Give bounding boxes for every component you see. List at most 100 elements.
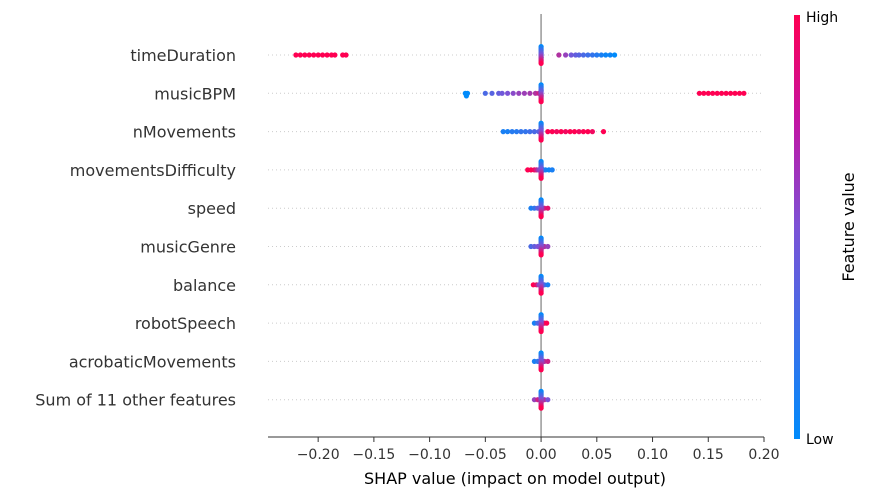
shap-point (589, 129, 596, 135)
feature-label: Sum of 11 other features (35, 391, 236, 410)
shap-point (538, 405, 544, 411)
shap-point (538, 175, 544, 181)
feature-label: acrobaticMovements (69, 352, 236, 371)
shap-point (311, 52, 317, 58)
shap-point (500, 129, 506, 135)
colorbar-high-label: High (806, 10, 838, 26)
shap-point (545, 243, 551, 250)
shap-point (516, 90, 522, 96)
shap-point (576, 52, 582, 58)
shap-point (518, 129, 524, 135)
shap-point (580, 52, 587, 58)
shap-point (538, 367, 544, 373)
shap-point (489, 90, 495, 96)
shap-point (603, 52, 609, 58)
shap-point (522, 129, 529, 135)
colorbar-gradient (794, 15, 800, 439)
shap-point (464, 90, 471, 96)
shap-point (315, 52, 321, 58)
feature-label: robotSpeech (135, 314, 236, 333)
shap-point (701, 90, 707, 96)
x-tick-label: 0.05 (581, 447, 612, 463)
shap-point (538, 214, 544, 220)
shap-point (343, 52, 349, 58)
x-tick-label: 0.00 (525, 447, 556, 463)
shap-point (293, 52, 299, 58)
shap-point (538, 60, 544, 66)
shap-point (741, 90, 747, 96)
x-axis-title: SHAP value (impact on model output) (364, 469, 666, 488)
shap-point (563, 52, 569, 58)
shap-point (710, 90, 716, 96)
shap-point (302, 52, 308, 58)
shap-point (527, 129, 533, 135)
shap-point (297, 52, 303, 58)
shap-point (510, 90, 516, 96)
shap-point (545, 397, 551, 403)
x-tick-label: 0.10 (637, 447, 668, 463)
shap-point (719, 90, 725, 96)
feature-labels: timeDuration musicBPM nMovements movementsD… (35, 46, 236, 410)
shap-point (306, 52, 312, 58)
shap-point (696, 90, 703, 96)
shap-point (505, 129, 511, 135)
shap-point (514, 129, 520, 135)
shap-point (556, 52, 562, 58)
shap-point (545, 129, 551, 135)
shap-point (509, 129, 515, 135)
shap-point (705, 90, 711, 96)
shap-point (538, 328, 544, 335)
shap-point (544, 320, 550, 326)
shap-point (723, 90, 729, 96)
shap-point (728, 90, 734, 96)
shap-point (585, 129, 591, 135)
shap-point (538, 290, 544, 296)
shap-point (554, 129, 560, 135)
x-tick-label: −0.10 (408, 447, 451, 463)
shap-point (607, 52, 613, 58)
colorbar-title: Feature value (839, 172, 858, 281)
feature-label: timeDuration (130, 46, 236, 65)
shap-point (482, 90, 488, 96)
x-tick-label: −0.15 (352, 447, 395, 463)
feature-label: nMovements (133, 123, 236, 142)
x-tick-label: 0.15 (693, 447, 724, 463)
shap-point (568, 52, 574, 58)
shap-point (732, 90, 738, 96)
shap-point (324, 52, 330, 58)
feature-label: movementsDifficulty (70, 161, 236, 180)
shap-point (589, 52, 596, 58)
shap-point (549, 129, 555, 135)
shap-point (545, 205, 551, 211)
feature-label: balance (173, 276, 236, 295)
shap-point (531, 129, 538, 135)
shap-point (585, 52, 591, 58)
shap-point (567, 129, 573, 135)
shap-point (612, 52, 618, 58)
x-axis: −0.20 −0.15 −0.10 −0.05 0.00 0.05 0.10 0.15 0.20… (268, 436, 780, 488)
shap-point (580, 129, 587, 135)
shap-point (545, 282, 551, 288)
shap-point (527, 90, 533, 96)
colorbar-low-label: Low (806, 432, 834, 448)
shap-point (594, 52, 600, 58)
x-tick-label: −0.20 (297, 447, 340, 463)
shap-point (600, 129, 607, 135)
colorbar: High Low Feature value (794, 10, 858, 448)
row-guides (268, 54, 764, 401)
shap-point (332, 52, 338, 58)
shap-point (538, 252, 544, 258)
shap-point (505, 90, 511, 96)
shap-point (736, 90, 743, 96)
x-ticks: −0.20 −0.15 −0.10 −0.05 0.00 0.05 0.10 0.15 0.20 (297, 437, 780, 463)
x-tick-label: −0.05 (464, 447, 507, 463)
shap-point (558, 129, 564, 135)
shap-point (538, 137, 544, 143)
shap-point (576, 129, 582, 135)
shap-point (538, 99, 544, 105)
data-points (293, 44, 747, 411)
x-tick-label: 0.20 (748, 447, 779, 463)
feature-label: speed (188, 199, 236, 218)
shap-point (545, 358, 551, 364)
